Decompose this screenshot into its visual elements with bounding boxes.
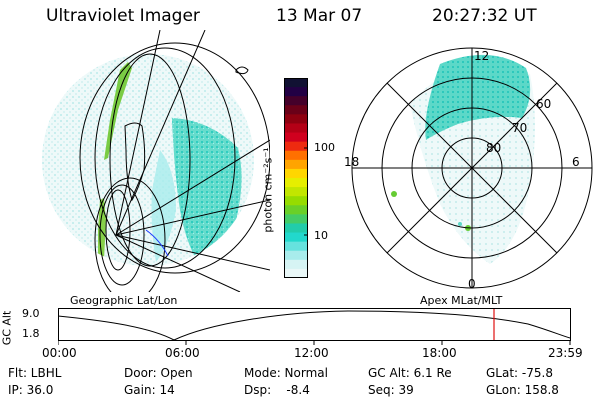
colorbar-tick-100: 100	[314, 141, 335, 154]
colorbar-swatch	[284, 241, 308, 252]
info-gain: Gain: 14	[124, 383, 175, 397]
colorbar-swatch	[284, 259, 308, 270]
info-ip: IP: 36.0	[8, 383, 54, 397]
altitude-plot	[58, 308, 571, 345]
geo-caption: Geographic Lat/Lon	[70, 294, 178, 307]
mlat-label-70: 70	[512, 121, 527, 135]
colorbar-swatch	[284, 196, 308, 206]
colorbar-swatch	[284, 96, 308, 106]
colorbar-swatch	[284, 250, 308, 261]
colorbar-swatch	[284, 159, 308, 170]
colorbar-tick-10: 10	[314, 229, 328, 242]
colorbar-swatch	[284, 205, 308, 215]
colorbar-swatch	[284, 168, 308, 179]
info-glon: GLon: 158.8	[486, 383, 559, 397]
geo-grid-lines	[79, 30, 270, 292]
colorbar-label: photon cm⁻²s⁻¹	[261, 147, 275, 233]
altitude-curve	[58, 310, 571, 341]
altitude-tick-bottom: 1.8	[22, 327, 40, 340]
altitude-axis-label: GC Alt	[0, 310, 14, 346]
altitude-xtick-0000: 00:00	[42, 346, 77, 360]
mlt-label-18: 18	[344, 155, 359, 169]
colorbar-swatch	[284, 105, 308, 115]
colorbar-swatch	[284, 187, 308, 197]
geographic-image	[42, 30, 270, 292]
colorbar-swatch	[284, 114, 308, 124]
info-mode: Mode: Normal	[244, 366, 328, 380]
colorbar-swatch	[284, 141, 308, 152]
colorbar-swatch	[284, 150, 308, 161]
mlt-label-0: 0	[468, 277, 476, 291]
altitude-tick-top: 9.0	[22, 307, 40, 320]
apex-caption: Apex MLat/MLT	[420, 294, 503, 307]
polar-grid	[351, 47, 593, 289]
colorbar-swatch	[284, 178, 308, 188]
altitude-x-ticks	[58, 340, 571, 345]
mlt-label-6: 6	[572, 155, 580, 169]
info-filter: Flt: LBHL	[8, 366, 62, 380]
altitude-xtick-0600: 06:00	[165, 346, 200, 360]
colorbar-swatch	[284, 123, 308, 134]
colorbar-swatch	[284, 232, 308, 243]
info-door: Door: Open	[124, 366, 193, 380]
info-seq: Seq: 39	[368, 383, 414, 397]
mlat-label-60: 60	[536, 97, 551, 111]
colorbar-swatch	[284, 78, 308, 88]
mlat-label-80: 80	[486, 141, 501, 155]
observation-time: 20:27:32 UT	[432, 6, 537, 26]
colorbar	[284, 78, 308, 278]
instrument-title: Ultraviolet Imager	[46, 6, 200, 26]
altitude-xtick-2359: 23:59	[548, 346, 583, 360]
colorbar-swatch	[284, 268, 308, 278]
mlt-label-12: 12	[474, 49, 489, 63]
info-glat: GLat: -75.8	[486, 366, 553, 380]
colorbar-swatch	[284, 223, 308, 234]
colorbar-swatch	[284, 87, 308, 97]
observation-date: 13 Mar 07	[276, 6, 363, 26]
colorbar-swatch	[284, 214, 308, 224]
altitude-xtick-1200: 12:00	[294, 346, 329, 360]
geo-image-data	[42, 54, 254, 266]
info-dsp: Dsp: -8.4	[244, 383, 310, 397]
altitude-xtick-1800: 18:00	[422, 346, 457, 360]
polar-plot: 12 0 18 6 60 70 80	[344, 47, 593, 291]
info-gc-altitude: GC Alt: 6.1 Re	[368, 366, 452, 380]
colorbar-swatch	[284, 132, 308, 143]
